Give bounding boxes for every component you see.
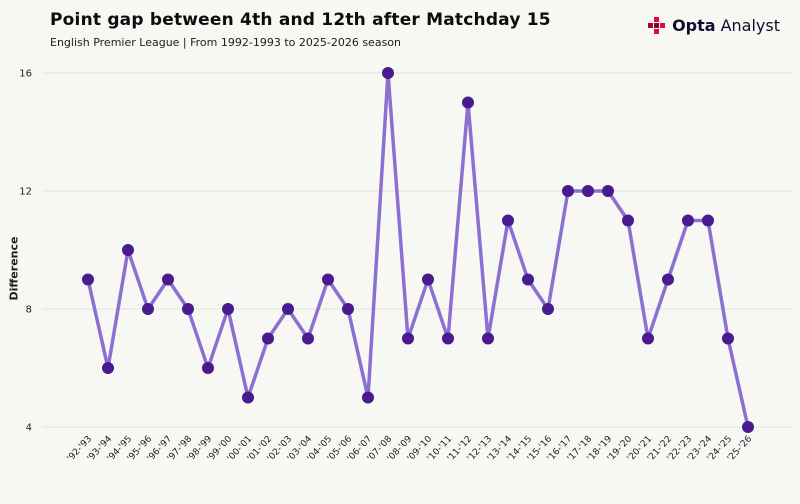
data-point: [382, 67, 394, 79]
data-point: [362, 391, 374, 404]
data-point: [82, 273, 94, 286]
data-point: [182, 303, 194, 315]
data-point: [122, 244, 134, 256]
data-point: [502, 214, 514, 227]
chart-subtitle: English Premier League | From 1992-1993 …: [50, 36, 401, 49]
data-point: [322, 273, 334, 286]
data-point: [422, 273, 434, 286]
opta-analyst-logo: Opta Analyst: [648, 16, 780, 35]
logo-text-opta: Opta: [672, 16, 716, 35]
logo-text-analyst: Analyst: [720, 16, 780, 35]
data-point: [102, 362, 114, 374]
data-point: [542, 303, 554, 315]
data-point: [402, 332, 414, 345]
y-tick-label: 16: [19, 69, 32, 80]
data-point: [262, 332, 274, 345]
data-point: [702, 214, 714, 227]
data-point: [562, 185, 574, 197]
line-chart: 481216'92-'93'93-'94'94-'95'95-'96'96-'9…: [19, 67, 792, 464]
y-tick-label: 4: [26, 423, 32, 434]
data-point: [142, 303, 154, 315]
data-point: [442, 332, 454, 345]
data-point: [682, 214, 694, 227]
data-point: [242, 391, 254, 404]
data-point: [662, 273, 674, 286]
data-point: [202, 362, 214, 374]
data-point: [642, 332, 654, 345]
chart-header: Point gap between 4th and 12th after Mat…: [50, 10, 551, 49]
data-point: [462, 96, 474, 109]
data-point: [582, 185, 594, 197]
data-point: [342, 303, 354, 315]
chart-title: Point gap between 4th and 12th after Mat…: [50, 10, 551, 30]
y-tick-label: 12: [19, 187, 32, 198]
data-point: [302, 332, 314, 345]
data-point: [482, 332, 494, 345]
data-point: [722, 332, 734, 345]
data-point: [522, 273, 534, 286]
data-point: [602, 185, 614, 197]
data-point: [742, 421, 754, 433]
data-point: [282, 303, 294, 315]
data-line: [86, 71, 750, 429]
data-point: [162, 273, 174, 286]
opta-logo-icon: [648, 17, 666, 34]
y-tick-label: 8: [26, 305, 32, 316]
data-point: [222, 303, 234, 315]
data-point: [622, 214, 634, 227]
